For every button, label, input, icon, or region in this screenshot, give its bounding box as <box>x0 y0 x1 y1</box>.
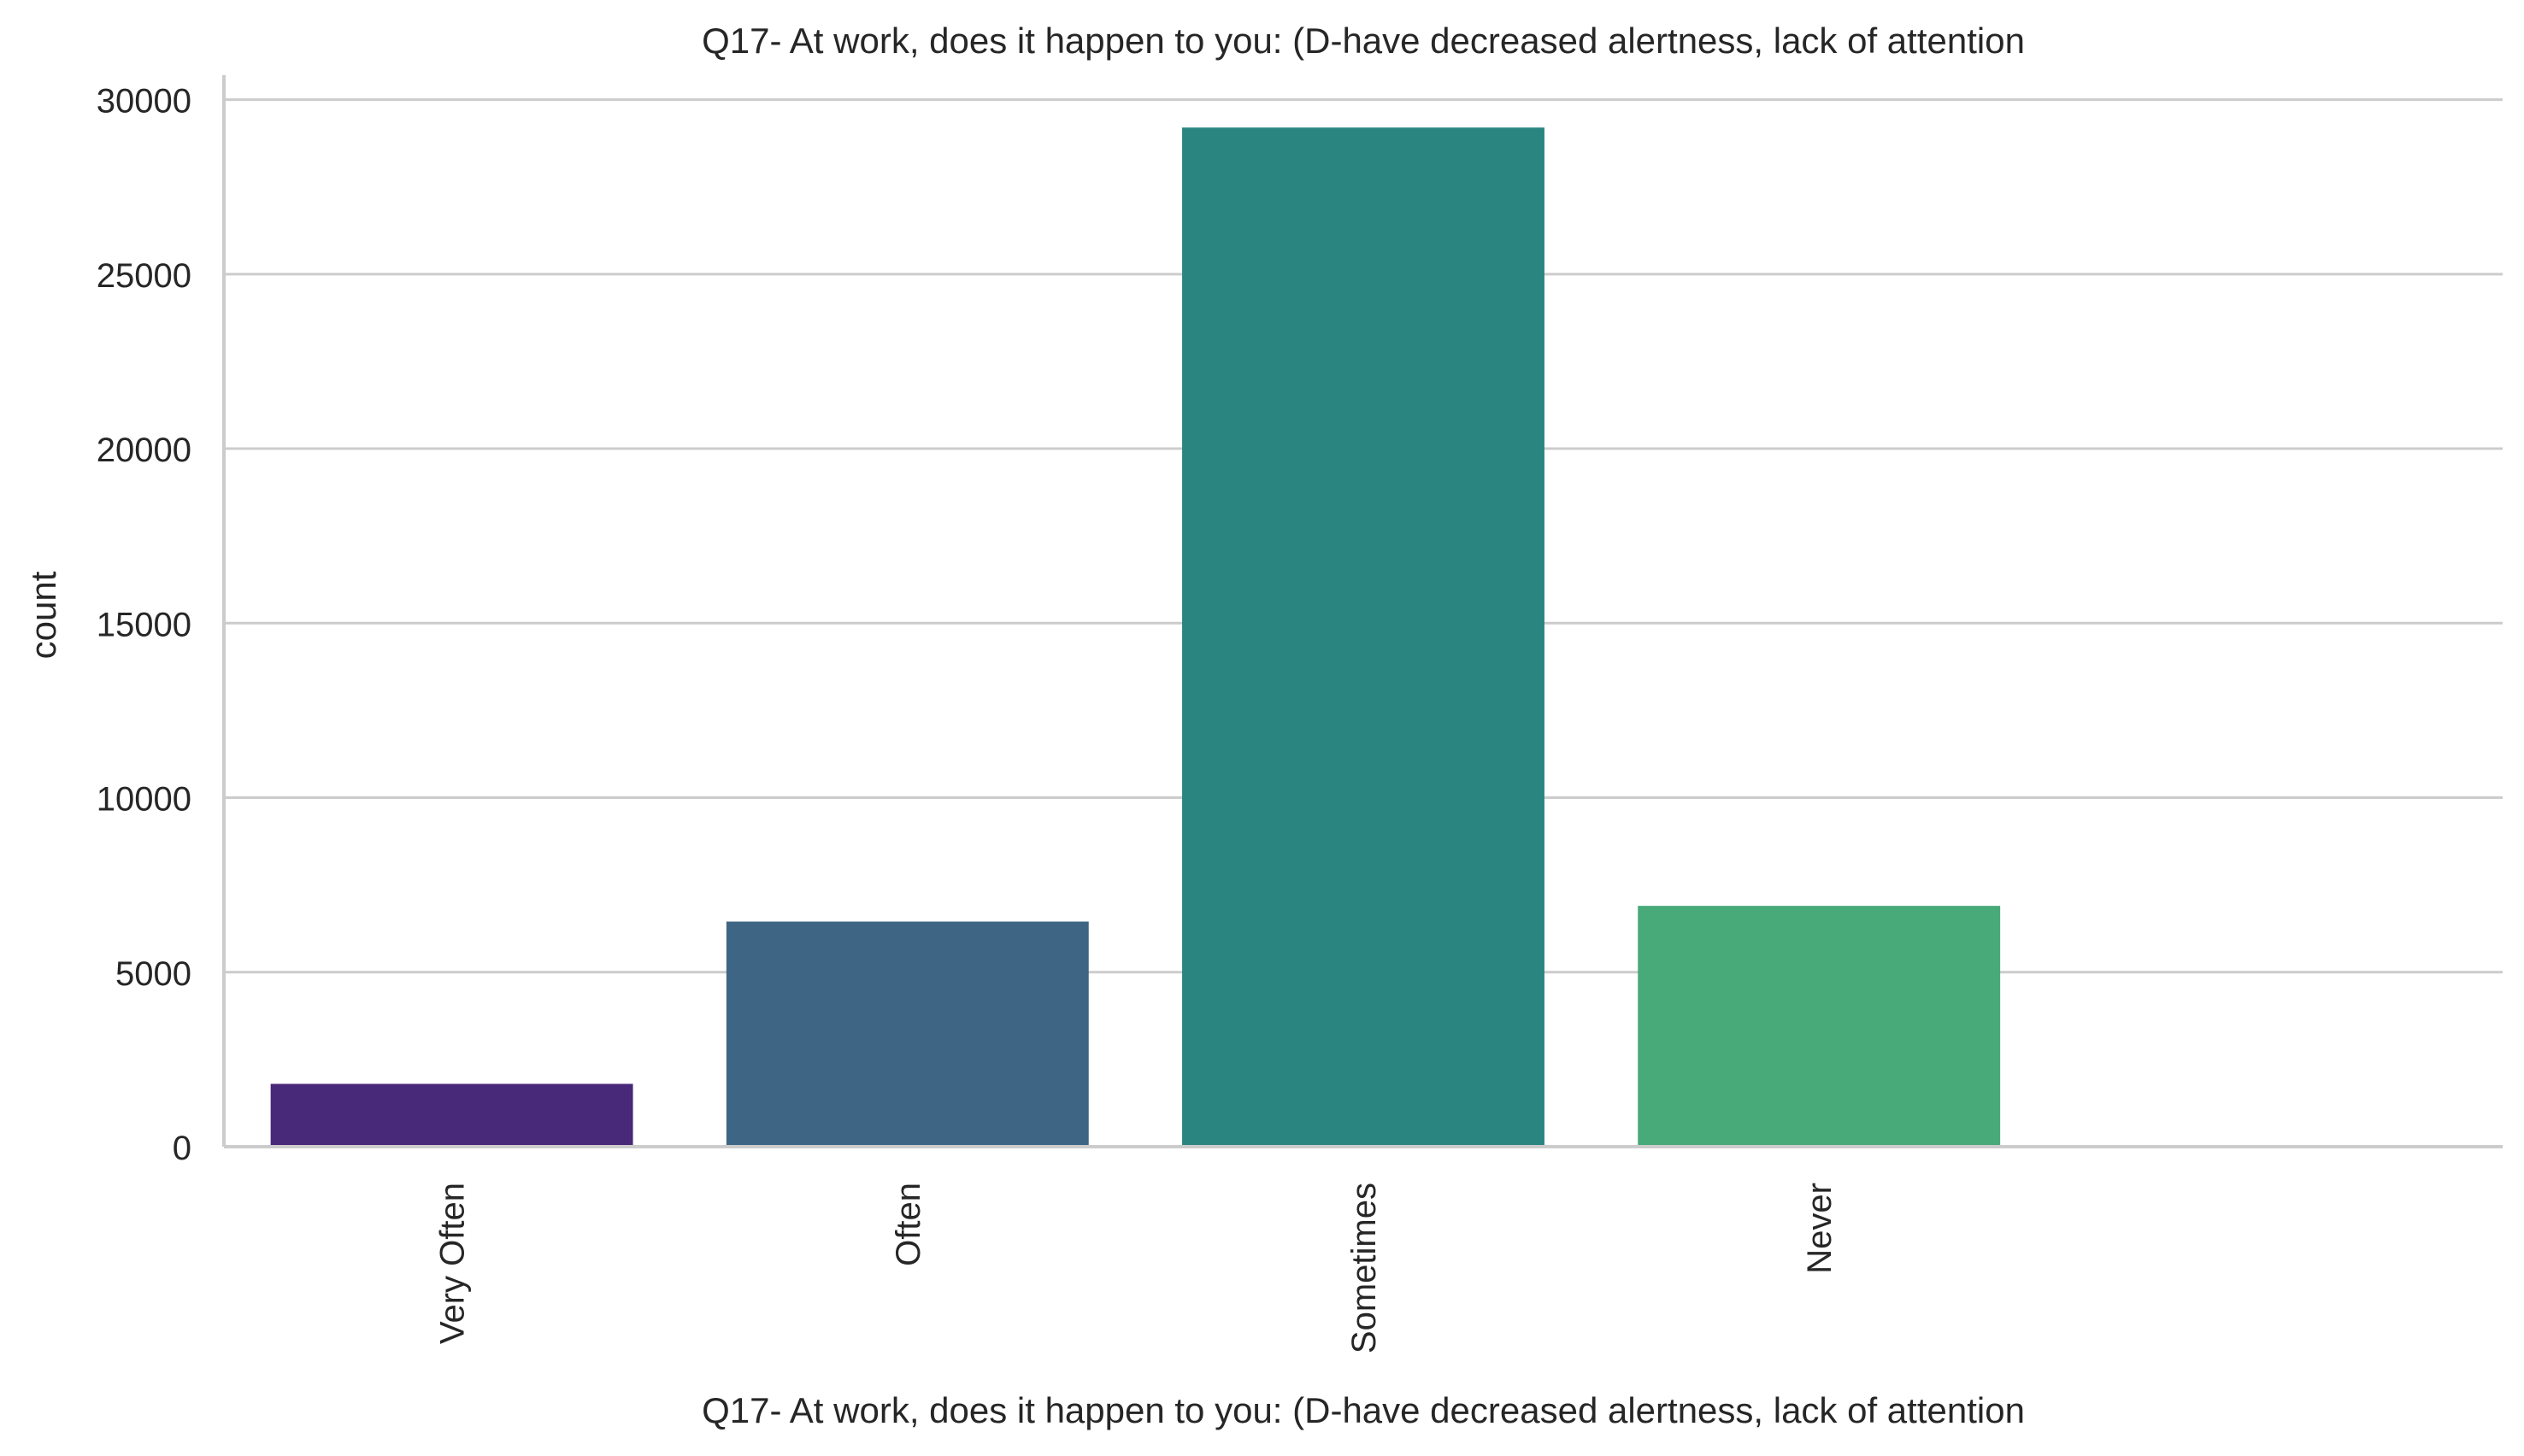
x-tick-label: Sometimes <box>1345 1183 1383 1353</box>
y-tick-labels: 0 5000 10000 15000 20000 25000 30000 <box>97 83 191 1167</box>
bars <box>270 127 2001 1147</box>
y-axis-label: count <box>23 571 63 659</box>
bar <box>1638 906 2001 1147</box>
x-tick-label: Very Often <box>434 1183 472 1344</box>
y-tick-label: 25000 <box>97 257 191 295</box>
y-tick-label: 20000 <box>97 432 191 469</box>
chart-title: Q17- At work, does it happen to you: (D-… <box>702 21 2025 61</box>
y-tick-label: 5000 <box>115 955 191 993</box>
y-tick-label: 10000 <box>97 781 191 819</box>
bar <box>270 1083 633 1147</box>
y-tick-label: 15000 <box>97 606 191 643</box>
bar <box>1182 127 1544 1147</box>
x-tick-label: Never <box>1801 1183 1839 1274</box>
y-tick-label: 0 <box>173 1130 191 1167</box>
x-axis-label: Q17- At work, does it happen to you: (D-… <box>702 1390 2025 1430</box>
x-tick-label: Often <box>890 1183 927 1266</box>
y-tick-label: 30000 <box>97 83 191 120</box>
bar <box>726 921 1089 1147</box>
x-tick-labels: Very Often Often Sometimes Never <box>434 1183 1839 1353</box>
axes <box>222 75 2503 1148</box>
